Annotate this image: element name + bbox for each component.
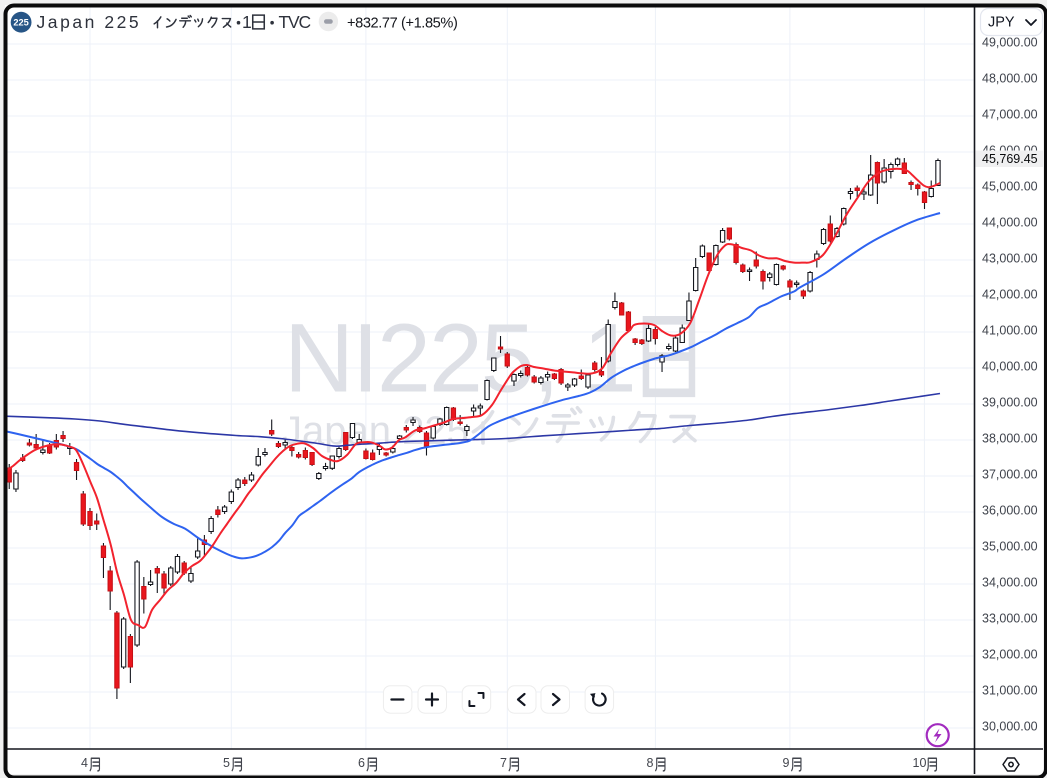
svg-text:32,000.00: 32,000.00 xyxy=(982,648,1038,662)
svg-text:42,000.00: 42,000.00 xyxy=(982,288,1038,302)
svg-text:JPY: JPY xyxy=(988,15,1015,31)
svg-text:35,000.00: 35,000.00 xyxy=(982,540,1038,554)
svg-text:30,000.00: 30,000.00 xyxy=(982,720,1038,734)
svg-text:40,000.00: 40,000.00 xyxy=(982,360,1038,374)
svg-text:5: 5 xyxy=(223,756,230,770)
svg-text:45,769.45: 45,769.45 xyxy=(982,152,1038,166)
svg-text:4: 4 xyxy=(81,756,88,770)
svg-text:44,000.00: 44,000.00 xyxy=(982,216,1038,230)
svg-text:36,000.00: 36,000.00 xyxy=(982,504,1038,518)
svg-text:48,000.00: 48,000.00 xyxy=(982,72,1038,86)
svg-text:43,000.00: 43,000.00 xyxy=(982,252,1038,266)
svg-text:47,000.00: 47,000.00 xyxy=(982,108,1038,122)
svg-text:41,000.00: 41,000.00 xyxy=(982,324,1038,338)
svg-text:34,000.00: 34,000.00 xyxy=(982,576,1038,590)
svg-text:+832.77 (+1.85%): +832.77 (+1.85%) xyxy=(347,15,457,31)
svg-text:9: 9 xyxy=(783,756,790,770)
svg-text:1: 1 xyxy=(242,12,252,32)
svg-text:38,000.00: 38,000.00 xyxy=(982,432,1038,446)
svg-text:45,000.00: 45,000.00 xyxy=(982,180,1038,194)
svg-text:37,000.00: 37,000.00 xyxy=(982,468,1038,482)
svg-text:NI225, 1: NI225, 1 xyxy=(284,304,635,413)
svg-text:7: 7 xyxy=(500,756,507,770)
svg-text:TVC: TVC xyxy=(279,12,311,32)
svg-text:33,000.00: 33,000.00 xyxy=(982,612,1038,626)
svg-text:31,000.00: 31,000.00 xyxy=(982,684,1038,698)
svg-text:6: 6 xyxy=(358,756,365,770)
svg-text:49,000.00: 49,000.00 xyxy=(982,36,1038,50)
svg-text:10: 10 xyxy=(913,756,927,770)
svg-text:Japan 225: Japan 225 xyxy=(37,12,142,32)
svg-text:225: 225 xyxy=(13,18,29,28)
svg-text:8: 8 xyxy=(647,756,654,770)
svg-text:39,000.00: 39,000.00 xyxy=(982,396,1038,410)
